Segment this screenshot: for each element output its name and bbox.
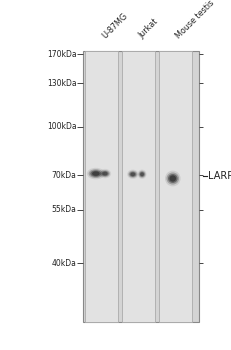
Ellipse shape: [99, 169, 111, 178]
Bar: [122, 51, 155, 322]
Ellipse shape: [101, 171, 109, 176]
Text: 55kDa: 55kDa: [52, 205, 77, 215]
Ellipse shape: [127, 170, 139, 179]
Text: U-87MG: U-87MG: [100, 11, 130, 40]
Bar: [159, 51, 192, 322]
Ellipse shape: [89, 169, 103, 178]
Ellipse shape: [168, 174, 178, 183]
Ellipse shape: [92, 171, 100, 176]
Text: LARP7: LARP7: [208, 171, 231, 181]
Text: 70kDa: 70kDa: [52, 170, 77, 180]
Ellipse shape: [137, 170, 147, 179]
Ellipse shape: [128, 171, 137, 178]
Text: 170kDa: 170kDa: [47, 50, 77, 59]
Ellipse shape: [100, 170, 110, 177]
Text: Jurkat: Jurkat: [137, 18, 160, 40]
Bar: [85, 51, 118, 322]
Ellipse shape: [138, 171, 146, 178]
Ellipse shape: [90, 170, 101, 177]
Ellipse shape: [129, 172, 136, 177]
Text: Mouse testis: Mouse testis: [174, 0, 216, 40]
Ellipse shape: [170, 175, 176, 182]
Ellipse shape: [103, 172, 108, 175]
Ellipse shape: [167, 173, 179, 184]
Bar: [83, 51, 199, 322]
Ellipse shape: [140, 173, 144, 176]
Ellipse shape: [87, 168, 105, 179]
Text: 40kDa: 40kDa: [52, 259, 77, 268]
Text: 130kDa: 130kDa: [47, 79, 77, 88]
Ellipse shape: [139, 172, 145, 177]
Ellipse shape: [165, 171, 181, 186]
Ellipse shape: [131, 173, 135, 176]
Text: 100kDa: 100kDa: [47, 122, 77, 131]
